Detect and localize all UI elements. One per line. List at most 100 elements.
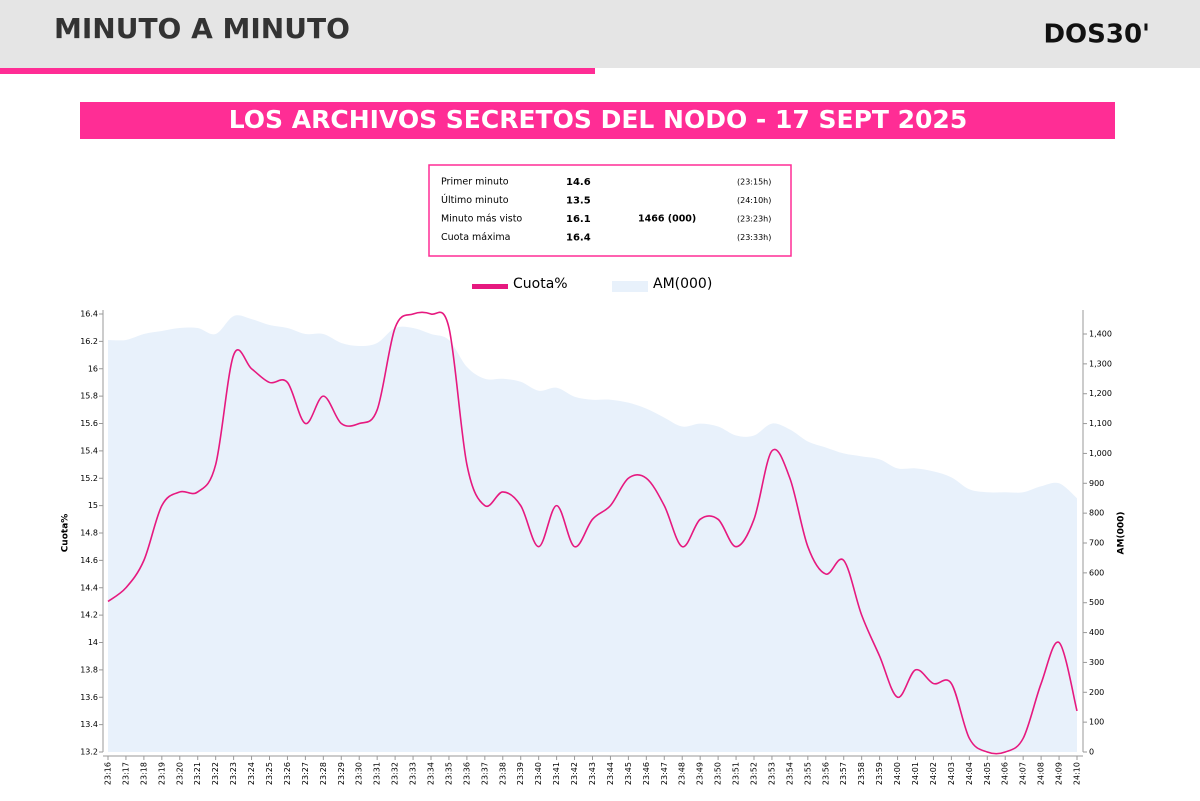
y2-tick-label: 100 bbox=[1089, 718, 1104, 727]
y-axis-label: Cuota% bbox=[61, 514, 71, 553]
x-tick-label: 24:02 bbox=[929, 762, 938, 785]
y2-tick-label: 400 bbox=[1089, 628, 1104, 637]
x-tick-label: 23:34 bbox=[427, 762, 436, 785]
area bbox=[108, 315, 1077, 752]
y2-tick-label: 0 bbox=[1089, 748, 1094, 757]
x-tick-label: 23:31 bbox=[373, 762, 382, 785]
x-tick-label: 23:19 bbox=[157, 762, 166, 785]
x-tick-label: 23:37 bbox=[480, 762, 489, 785]
y-tick-label: 16 bbox=[88, 364, 98, 373]
y-tick-label: 16.2 bbox=[80, 337, 98, 346]
y-tick-label: 15.8 bbox=[80, 392, 98, 401]
header-underline bbox=[0, 68, 595, 74]
x-tick-label: 23:48 bbox=[678, 762, 687, 785]
x-tick-label: 23:44 bbox=[606, 762, 615, 785]
x-tick-label: 23:38 bbox=[498, 762, 507, 785]
summary-label: Minuto más visto bbox=[441, 214, 522, 225]
x-tick-label: 23:30 bbox=[355, 762, 364, 785]
y-tick-label: 15.6 bbox=[80, 419, 98, 428]
x-tick-label: 23:54 bbox=[785, 762, 794, 785]
y-tick-label: 14 bbox=[88, 638, 98, 647]
y-tick-label: 15.2 bbox=[80, 474, 98, 483]
summary-time: (23:15h) bbox=[737, 178, 771, 187]
x-tick-label: 23:18 bbox=[139, 762, 148, 785]
y2-tick-label: 1,300 bbox=[1089, 359, 1112, 368]
x-tick-label: 24:09 bbox=[1055, 762, 1064, 785]
x-tick-label: 24:03 bbox=[947, 762, 956, 785]
y-tick-label: 16.4 bbox=[80, 310, 98, 319]
summary-time: (24:10h) bbox=[737, 196, 771, 205]
chart-title: LOS ARCHIVOS SECRETOS DEL NODO - 17 SEPT… bbox=[229, 105, 967, 134]
header-band bbox=[0, 0, 1200, 68]
y-tick-label: 14.8 bbox=[80, 529, 98, 538]
x-tick-label: 23:40 bbox=[534, 762, 543, 785]
y2-tick-label: 800 bbox=[1089, 509, 1104, 518]
header-title: MINUTO A MINUTO bbox=[54, 12, 350, 45]
x-tick-label: 23:35 bbox=[444, 762, 453, 785]
y-tick-label: 15 bbox=[88, 501, 98, 510]
y2-tick-label: 900 bbox=[1089, 479, 1104, 488]
y2-tick-label: 300 bbox=[1089, 658, 1104, 667]
summary-label: Cuota máxima bbox=[441, 232, 510, 243]
x-tick-label: 23:51 bbox=[732, 762, 741, 785]
x-tick-label: 23:25 bbox=[265, 762, 274, 785]
summary-time: (23:23h) bbox=[737, 215, 771, 224]
x-tick-label: 23:58 bbox=[857, 762, 866, 785]
y-tick-label: 13.4 bbox=[80, 720, 98, 729]
x-tick-label: 23:20 bbox=[175, 762, 184, 785]
x-tick-label: 23:47 bbox=[660, 762, 669, 785]
x-tick-label: 23:36 bbox=[462, 762, 471, 785]
x-tick-label: 23:39 bbox=[516, 762, 525, 785]
x-tick-label: 24:07 bbox=[1019, 762, 1028, 785]
y2-tick-label: 500 bbox=[1089, 598, 1104, 607]
x-tick-label: 23:26 bbox=[283, 762, 292, 785]
summary-box bbox=[428, 164, 792, 257]
summary-label: Último minuto bbox=[441, 194, 509, 206]
x-tick-label: 24:10 bbox=[1073, 762, 1082, 785]
y2-tick-label: 1,000 bbox=[1089, 449, 1112, 458]
x-tick-label: 23:57 bbox=[839, 762, 848, 785]
summary-value: 16.1 bbox=[566, 214, 591, 225]
title-banner bbox=[80, 102, 1115, 139]
x-tick-label: 23:46 bbox=[642, 762, 651, 785]
summary-audience: 1466 (000) bbox=[638, 214, 696, 225]
x-tick-label: 23:59 bbox=[875, 762, 884, 785]
x-tick-label: 24:01 bbox=[911, 762, 920, 785]
x-tick-label: 23:45 bbox=[624, 762, 633, 785]
x-tick-label: 23:50 bbox=[714, 762, 723, 785]
logo: DOS30' bbox=[1043, 20, 1150, 50]
x-tick-label: 23:42 bbox=[570, 762, 579, 785]
x-tick-label: 23:16 bbox=[104, 762, 113, 785]
summary-value: 14.6 bbox=[566, 177, 591, 188]
y-tick-label: 15.4 bbox=[80, 446, 98, 455]
y-tick-label: 13.8 bbox=[80, 665, 98, 674]
x-tick-label: 23:17 bbox=[121, 762, 130, 785]
y2-axis-label: AM(000) bbox=[1117, 512, 1127, 555]
y-tick-label: 14.6 bbox=[80, 556, 98, 565]
x-tick-label: 23:28 bbox=[319, 762, 328, 785]
x-tick-label: 23:55 bbox=[803, 762, 812, 785]
x-tick-label: 24:06 bbox=[1001, 762, 1010, 785]
legend-label: Cuota% bbox=[513, 276, 568, 292]
x-tick-label: 24:05 bbox=[983, 762, 992, 785]
legend-swatch bbox=[612, 281, 648, 292]
y2-tick-label: 1,100 bbox=[1089, 419, 1112, 428]
x-tick-label: 23:23 bbox=[229, 762, 238, 785]
x-tick-label: 23:49 bbox=[696, 762, 705, 785]
y2-tick-label: 1,200 bbox=[1089, 389, 1112, 398]
x-tick-label: 23:32 bbox=[391, 762, 400, 785]
legend-swatch bbox=[472, 284, 508, 289]
y-tick-label: 13.2 bbox=[80, 748, 98, 757]
y-tick-label: 14.2 bbox=[80, 611, 98, 620]
x-tick-label: 24:00 bbox=[893, 762, 902, 785]
x-tick-label: 23:33 bbox=[409, 762, 418, 785]
x-tick-label: 23:21 bbox=[193, 762, 202, 785]
x-tick-label: 24:08 bbox=[1037, 762, 1046, 785]
y-tick-label: 13.6 bbox=[80, 693, 98, 702]
x-tick-label: 23:52 bbox=[750, 762, 759, 785]
x-tick-label: 23:56 bbox=[821, 762, 830, 785]
line bbox=[107, 311, 1078, 755]
y2-tick-label: 200 bbox=[1089, 688, 1104, 697]
